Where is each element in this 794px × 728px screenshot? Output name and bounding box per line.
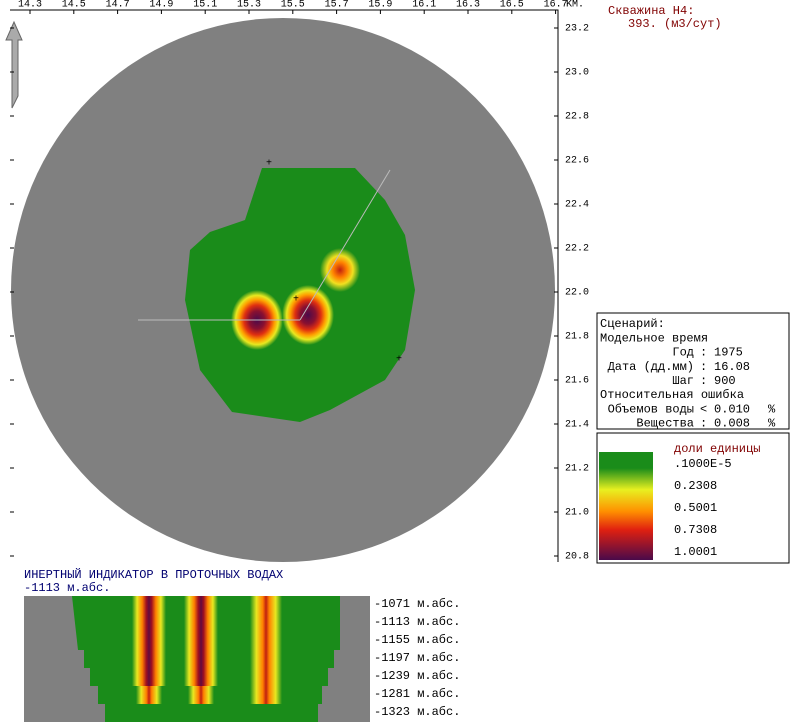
section-band <box>132 596 166 686</box>
x-tick-label: 15.1 <box>193 0 217 11</box>
info-sep: : <box>700 417 707 431</box>
info-label: Год <box>672 346 694 360</box>
depth-label: -1071 м.абс. <box>374 597 460 611</box>
info-label: Вещества <box>636 417 694 431</box>
well-marker: + <box>396 355 402 366</box>
y-tick-label: 21.0 <box>565 508 589 519</box>
info-text: Сценарий: <box>600 317 665 331</box>
x-tick-label: 16.3 <box>456 0 480 11</box>
x-tick-label: 16.7 <box>544 0 568 11</box>
info-sep: : <box>700 346 707 360</box>
info-panel <box>596 312 790 430</box>
y-tick-label: 21.6 <box>565 376 589 387</box>
trace-line <box>299 169 391 321</box>
info-value: 0.008 <box>714 417 750 431</box>
y-tick-label: 22.2 <box>565 244 589 255</box>
info-sep: : <box>700 360 707 374</box>
info-label: Шаг <box>672 374 694 388</box>
info-text: Относительная ошибка <box>600 388 744 402</box>
x-tick-label: 15.9 <box>368 0 392 11</box>
well-marker: + <box>293 295 299 306</box>
legend-label: 0.7308 <box>674 523 717 537</box>
map-frame <box>10 9 559 562</box>
info-unit: % <box>768 402 776 416</box>
section-band <box>250 596 282 704</box>
legend-title: доли единицы <box>674 442 760 456</box>
info-value: 1975 <box>714 346 743 360</box>
y-tick-label: 22.8 <box>565 112 589 123</box>
legend-label: 0.2308 <box>674 479 717 493</box>
section-title: ИНЕРТНЫЙ ИНДИКАТОР В ПРОТОЧНЫХ ВОДАХ <box>24 567 283 582</box>
north-arrow <box>5 20 23 109</box>
info-label: Дата (дд.мм) <box>608 360 694 374</box>
x-tick-label: 14.9 <box>149 0 173 11</box>
well-title: Скважина H4: <box>608 4 694 18</box>
legend-label: 0.5001 <box>674 501 717 515</box>
legend-label: 1.0001 <box>674 545 717 559</box>
depth-label: -1239 м.абс. <box>374 669 460 683</box>
x-unit: KM. <box>566 0 584 11</box>
info-text: Модельное время <box>600 331 708 345</box>
info-unit: % <box>768 417 776 431</box>
legend-label: .1000E-5 <box>674 457 732 471</box>
x-tick-label: 15.5 <box>281 0 305 11</box>
y-tick-label: 23.0 <box>565 68 589 79</box>
info-sep: : <box>700 374 707 388</box>
section-band <box>188 686 214 704</box>
y-tick-label: 21.4 <box>565 420 589 431</box>
info-value: 16.08 <box>714 360 750 374</box>
y-tick-label: 22.6 <box>565 156 589 167</box>
hot-spot <box>320 248 360 292</box>
depth-label: -1197 м.абс. <box>374 651 460 665</box>
x-tick-label: 16.5 <box>500 0 524 11</box>
y-tick-label: 21.2 <box>565 464 589 475</box>
info-sep: < <box>700 402 707 416</box>
y-tick-label: 21.8 <box>565 332 589 343</box>
depth-label: -1155 м.абс. <box>374 633 460 647</box>
well-rate: 393. (м3/сут) <box>628 17 722 31</box>
section-depth: -1113 м.абс. <box>24 581 110 595</box>
info-value: 0.010 <box>714 402 750 416</box>
x-tick-label: 16.1 <box>412 0 436 11</box>
hot-spot <box>282 285 334 345</box>
y-tick-label: 22.0 <box>565 288 589 299</box>
depth-label: -1323 м.абс. <box>374 705 460 719</box>
x-tick-label: 15.7 <box>325 0 349 11</box>
legend-colorbar <box>599 452 653 560</box>
well-marker: + <box>266 159 272 170</box>
x-tick-label: 14.7 <box>106 0 130 11</box>
section-band <box>184 596 218 686</box>
depth-label: -1113 м.абс. <box>374 615 460 629</box>
info-label: Объемов воды <box>608 402 694 416</box>
y-tick-label: 23.2 <box>565 24 589 35</box>
x-tick-label: 14.3 <box>18 0 42 11</box>
depth-label: -1281 м.абс. <box>374 687 460 701</box>
y-tick-label: 22.4 <box>565 200 589 211</box>
x-tick-label: 14.5 <box>62 0 86 11</box>
x-tick-label: 15.3 <box>237 0 261 11</box>
y-tick-label: 20.8 <box>565 552 589 563</box>
section-band <box>136 686 162 704</box>
info-value: 900 <box>714 374 736 388</box>
